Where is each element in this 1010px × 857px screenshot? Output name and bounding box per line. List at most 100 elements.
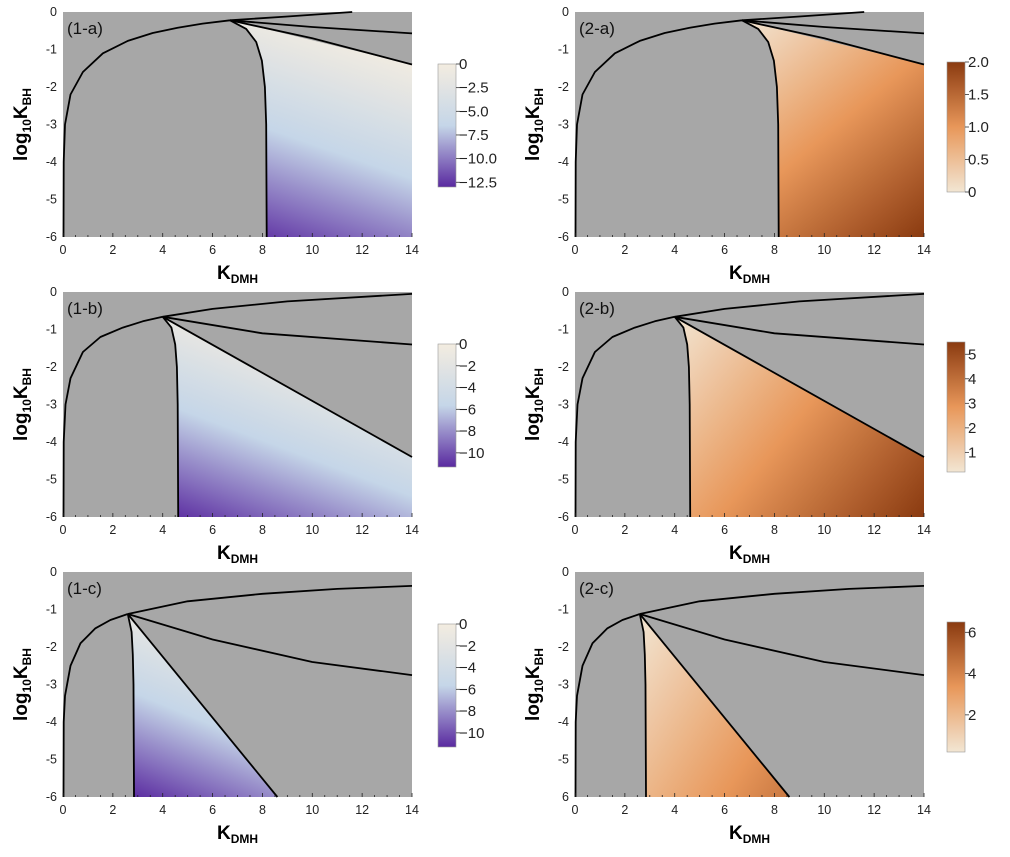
boundary-curve-vertical	[638, 613, 647, 798]
panel-2-a: (2-a) 0 2 4 6 8 10 12 14 0 -1 -2 -3 -4 -5 -6 KDMH log10KB…	[523, 5, 989, 286]
colorbar-tick-label: −2	[459, 358, 476, 375]
x-tick-label: 8	[259, 243, 266, 257]
boundary-curve-vertical	[673, 316, 692, 518]
x-tick-label: 2	[109, 243, 116, 257]
x-tick-label: 8	[259, 803, 266, 817]
boundary-curve-vertical	[229, 19, 268, 238]
colorbar-tick-label: 4	[968, 371, 976, 388]
y-axis-title: log10KBH	[523, 88, 546, 161]
x-tick-label: 4	[671, 523, 678, 537]
colored-region	[162, 316, 412, 517]
panel-2-b: (2-b)0 2 4 6 8 10 12 140-1-2-3-4-5-6KDMHlog10KB…	[523, 285, 976, 566]
y-tick-label: -4	[558, 155, 569, 169]
y-tick-label: 0	[562, 565, 569, 579]
y-tick-label: -4	[46, 155, 57, 169]
boundary-curve-left	[62, 315, 163, 518]
colorbar-tick-label: 0	[459, 56, 467, 73]
boundary-curve-middle	[674, 315, 925, 346]
x-tick-label: 14	[917, 803, 931, 817]
x-tick-label: 4	[159, 803, 166, 817]
x-tick-label: 6	[721, 803, 728, 817]
x-tick-label: 4	[671, 803, 678, 817]
colorbar: 2.0 1.5 1.0 0.5 0	[946, 54, 989, 201]
boundary-curve-middle	[639, 613, 925, 676]
y-tick-label: -5	[46, 473, 57, 487]
boundary-curve-upper	[127, 585, 413, 615]
colorbar-tick-label: 3	[968, 395, 976, 412]
colorbar-tick-label: −7.5	[459, 127, 489, 144]
x-tick-label: 14	[405, 243, 419, 257]
y-tick-label: -6	[46, 510, 57, 524]
colorbar-tick-label: −8	[459, 423, 476, 440]
panel-label: (2-c)	[579, 579, 614, 598]
colorbar-tick-label: 6	[968, 624, 976, 641]
colored-region	[742, 20, 924, 237]
y-tick-label: -2	[46, 80, 57, 94]
x-axis-title: KDMH	[217, 823, 258, 846]
y-tick-label: -3	[558, 118, 569, 132]
x-tick-label: 6	[209, 523, 216, 537]
colorbar-tick-label: −2	[459, 638, 476, 655]
y-tick-label: -6	[558, 230, 569, 244]
boundary-curve-left	[574, 315, 675, 518]
x-tick-label: 10	[817, 803, 831, 817]
colorbar-tick-label: −10.0	[459, 151, 497, 168]
y-tick-label: -2	[558, 80, 569, 94]
colorbar-tick-label: −5.0	[459, 103, 489, 120]
x-tick-label: 0	[572, 243, 579, 257]
colorbar-gradient	[437, 343, 457, 468]
x-tick-label: 0	[572, 523, 579, 537]
y-axis-title: log10KBH	[523, 368, 546, 441]
colorbar: 0 −2 −4 −6 −8 −10	[437, 616, 484, 748]
x-tick-label: 10	[305, 243, 319, 257]
x-tick-label: 0	[572, 803, 579, 817]
y-tick-label: -2	[558, 360, 569, 374]
x-tick-label: 10	[305, 523, 319, 537]
y-tick-label: -2	[558, 640, 569, 654]
y-tick-label: -3	[46, 398, 57, 412]
boundary-curve-vertical	[741, 19, 780, 238]
y-tick-label: -3	[46, 678, 57, 692]
colorbar-tick-label: 0	[459, 336, 467, 353]
panel-label: (1-a)	[67, 19, 103, 38]
y-tick-label: -1	[46, 603, 57, 617]
y-tick-label: -4	[558, 715, 569, 729]
panel-1-a: (1-a) 0 2 4 6 8 10 12 14 0 -1 -2 -3 -4 -5 -6 KDMH log10KB…	[11, 5, 497, 286]
panel-1-b: (1-b) 0 2 4 6 8 10 12 14 0 -1 -2 -3 -4 -5 -6 KDMH log10KB…	[11, 285, 484, 566]
x-tick-label: 8	[259, 523, 266, 537]
y-tick-label: -2	[46, 360, 57, 374]
y-axis-title: log10KBH	[523, 648, 546, 721]
boundary-curve-left	[62, 19, 231, 238]
y-tick-label: -4	[46, 715, 57, 729]
colorbar-tick-label: 0	[968, 184, 976, 201]
boundary-curve-upper	[741, 11, 865, 22]
x-tick-label: 6	[721, 523, 728, 537]
boundary-curve-middle	[162, 315, 413, 346]
x-tick-label: 12	[867, 243, 881, 257]
boundary-curve-left	[62, 613, 129, 798]
colorbar-tick-label: −4	[459, 660, 476, 677]
y-tick-label: -5	[46, 193, 57, 207]
colorbar: 6 4 2	[946, 621, 976, 753]
x-tick-label: 12	[867, 803, 881, 817]
panel-label: (1-c)	[67, 579, 102, 598]
x-tick-label: 4	[159, 243, 166, 257]
y-tick-label: -1	[558, 43, 569, 57]
colorbar-gradient	[437, 63, 457, 188]
colorbar-tick-label: −12.5	[459, 174, 497, 191]
x-tick-label: 4	[159, 523, 166, 537]
colorbar-tick-label: 0.5	[968, 152, 989, 169]
colorbar-tick-label: 2	[968, 420, 976, 437]
colorbar-tick-label: 5	[968, 346, 976, 363]
y-tick-label: -5	[558, 473, 569, 487]
colorbar-tick-label: −8	[459, 703, 476, 720]
x-tick-label: 2	[109, 523, 116, 537]
x-tick-label: 6	[209, 243, 216, 257]
y-tick-label: -4	[46, 435, 57, 449]
y-tick-label: -5	[46, 753, 57, 767]
colorbar: 0 −2.5 −5.0 −7.5 −10.0 −12.5	[437, 56, 497, 191]
colorbar-tick-label: 1.5	[968, 87, 989, 104]
y-tick-label: -1	[558, 323, 569, 337]
y-tick-label: -6	[558, 510, 569, 524]
